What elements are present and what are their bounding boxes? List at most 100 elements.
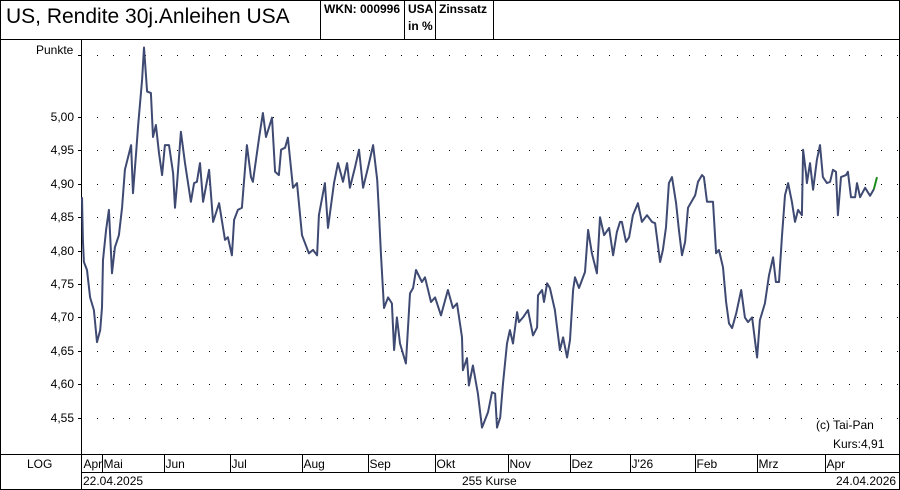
grid-dot <box>321 284 322 285</box>
grid-dot <box>529 351 530 352</box>
grid-dot <box>801 284 802 285</box>
grid-dot <box>161 117 162 118</box>
grid-dot <box>833 217 834 218</box>
grid-dot <box>817 117 818 118</box>
grid-dot <box>177 351 178 352</box>
grid-dot <box>209 351 210 352</box>
grid-dot <box>305 384 306 385</box>
grid-dot <box>561 117 562 118</box>
grid-dot <box>145 251 146 252</box>
grid-dot <box>657 184 658 185</box>
last-segment <box>872 176 878 190</box>
grid-dot <box>305 251 306 252</box>
grid-dot <box>369 251 370 252</box>
grid-dot <box>449 418 450 419</box>
grid-dot <box>481 55 482 56</box>
grid-dot <box>593 317 594 318</box>
grid-dot <box>353 184 354 185</box>
grid-dot <box>241 284 242 285</box>
grid-dot <box>161 184 162 185</box>
grid-dot <box>97 418 98 419</box>
grid-dot <box>497 55 498 56</box>
grid-dot <box>337 55 338 56</box>
grid-dot <box>753 251 754 252</box>
grid-dot <box>817 384 818 385</box>
grid-dot <box>321 317 322 318</box>
grid-dot <box>289 184 290 185</box>
grid-dot <box>273 217 274 218</box>
category-label: Zinssatz <box>439 2 488 16</box>
grid-dot <box>273 317 274 318</box>
grid-dot <box>577 55 578 56</box>
grid-dot <box>753 317 754 318</box>
grid-dot <box>449 351 450 352</box>
grid-dot <box>737 117 738 118</box>
grid-dot <box>385 251 386 252</box>
grid-dot <box>801 251 802 252</box>
grid-dot <box>529 55 530 56</box>
grid-dot <box>449 184 450 185</box>
grid-dot <box>257 284 258 285</box>
grid-dot <box>145 117 146 118</box>
grid-dot <box>257 251 258 252</box>
grid-dot <box>721 55 722 56</box>
grid-dot <box>353 150 354 151</box>
grid-dot <box>801 351 802 352</box>
month-label: Okt <box>436 457 456 471</box>
grid-dot <box>529 184 530 185</box>
grid-dot <box>337 418 338 419</box>
grid-dot <box>625 418 626 419</box>
grid-dot <box>225 351 226 352</box>
grid-dot <box>257 184 258 185</box>
grid-dot <box>881 284 882 285</box>
month-label: Sep <box>369 457 391 471</box>
grid-dot <box>337 150 338 151</box>
grid-dot <box>273 418 274 419</box>
grid-dot <box>785 418 786 419</box>
grid-dot <box>129 284 130 285</box>
grid-dot <box>193 117 194 118</box>
grid-dot <box>129 117 130 118</box>
grid-dot <box>881 251 882 252</box>
grid-dot <box>609 351 610 352</box>
yield-line <box>81 46 875 429</box>
grid-dot <box>673 351 674 352</box>
grid-dot <box>481 217 482 218</box>
grid-dot <box>113 217 114 218</box>
grid-dot <box>705 317 706 318</box>
month-separators <box>102 455 826 472</box>
grid-dot <box>865 150 866 151</box>
grid-dot <box>305 117 306 118</box>
grid-dot <box>289 384 290 385</box>
grid-dot <box>785 150 786 151</box>
grid-dot <box>497 384 498 385</box>
grid-dot <box>97 184 98 185</box>
grid-dot <box>609 384 610 385</box>
grid-dot <box>737 284 738 285</box>
scale-mode-label[interactable]: LOG <box>27 457 53 471</box>
grid-dot <box>657 217 658 218</box>
grid-dot <box>769 384 770 385</box>
grid-dot <box>193 317 194 318</box>
grid-dot <box>369 284 370 285</box>
grid-dot <box>225 117 226 118</box>
grid-dot <box>609 150 610 151</box>
grid-dot <box>865 217 866 218</box>
unit-line2: in % <box>408 19 433 33</box>
grid-dot <box>689 184 690 185</box>
grid-dot <box>385 418 386 419</box>
month-label: Apr <box>83 457 103 471</box>
grid-dot <box>561 184 562 185</box>
grid-dot <box>433 251 434 252</box>
grid-dot <box>113 384 114 385</box>
grid-dot <box>785 184 786 185</box>
grid-dot <box>209 217 210 218</box>
grid-dot <box>593 384 594 385</box>
grid-dot <box>785 384 786 385</box>
grid-dot <box>817 184 818 185</box>
grid-dot <box>513 150 514 151</box>
grid-dot <box>721 384 722 385</box>
copyright-note: (c) Tai-Pan <box>816 418 874 432</box>
grid-dot <box>401 317 402 318</box>
